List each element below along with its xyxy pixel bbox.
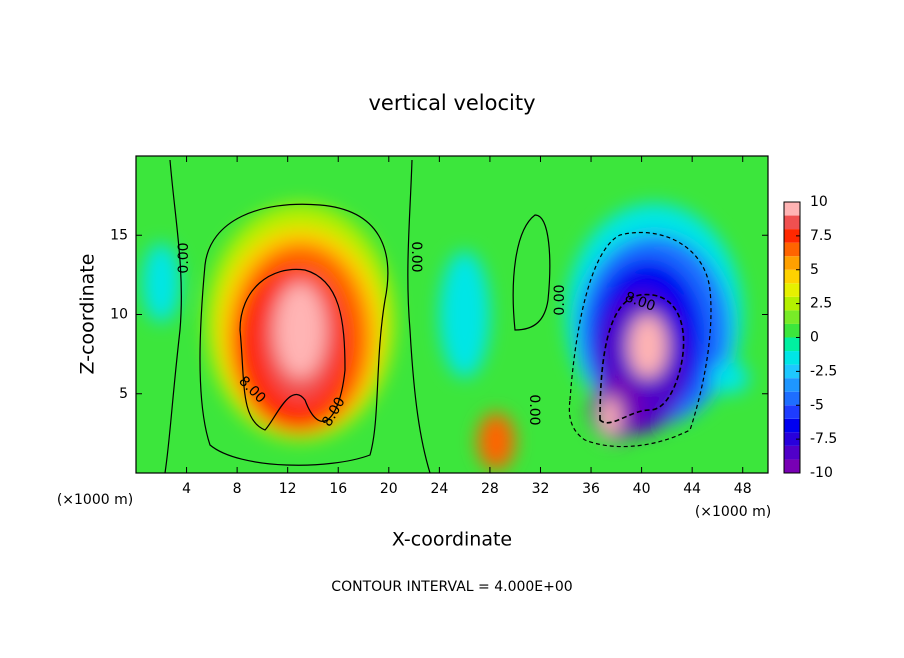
colorbar-tick-label: -2.5 (810, 363, 837, 379)
contour-label: 0.00 (526, 394, 542, 425)
colorbar-band (784, 432, 800, 446)
x-tick-label: 32 (532, 481, 550, 497)
y-tick-label: 10 (110, 307, 128, 323)
colorbar-tick-label: 2.5 (810, 296, 832, 312)
colorbar-band (784, 296, 800, 311)
field-blob (628, 314, 667, 378)
colorbar-band (784, 269, 800, 284)
x-tick-label: 16 (329, 481, 347, 497)
colorbar-band (784, 351, 800, 365)
x-tick-label: 4 (182, 481, 191, 497)
colorbar-tick-label: -7.5 (810, 431, 837, 447)
x-tick-label: 8 (233, 481, 242, 497)
y-tick-label: 5 (119, 386, 128, 402)
colorbar-tick-label: 5 (810, 262, 819, 278)
y-tick-label: 15 (110, 227, 128, 243)
footer: CONTOUR INTERVAL = 4.000E+00 (331, 579, 572, 595)
contour-field (136, 156, 768, 473)
x-tick-label: 48 (734, 481, 752, 497)
contour-label: 0.00 (176, 242, 192, 273)
colorbar-band (784, 391, 800, 406)
field-blob (142, 243, 181, 323)
field-blob (599, 396, 621, 439)
x-tick-label: 36 (582, 481, 600, 497)
colorbar-band (784, 323, 800, 338)
x-tick-label: 12 (279, 481, 297, 497)
colorbar-tick-label: -10 (810, 465, 833, 481)
field-blobs (142, 203, 750, 470)
colorbar-band (784, 283, 800, 297)
colorbar-band (784, 310, 800, 324)
x-tick-label: 44 (683, 481, 701, 497)
colorbar-band (784, 405, 800, 419)
colorbar-band (784, 256, 800, 270)
colorbar-band (784, 459, 800, 473)
field-blob (477, 412, 516, 470)
colorbar-band (784, 445, 800, 460)
chart-title: vertical velocity (368, 91, 535, 115)
x-unit-label: (×1000 m) (695, 504, 771, 520)
colorbar-tick-label: 7.5 (810, 228, 832, 244)
colorbar-band (784, 418, 800, 433)
x-tick-label: 24 (430, 481, 448, 497)
colorbar-band (784, 215, 800, 230)
x-axis-label: X-coordinate (392, 529, 512, 551)
field-blob (439, 251, 490, 378)
field-blob (711, 362, 750, 394)
x-tick-label: 20 (380, 481, 398, 497)
colorbar-tick-label: 10 (810, 194, 828, 210)
colorbar-tick-label: -5 (810, 397, 824, 413)
contour-label: 0.00 (552, 284, 568, 315)
colorbar-band (784, 378, 800, 392)
y-unit-label: (×1000 m) (57, 492, 133, 508)
x-tick-label: 40 (633, 481, 651, 497)
colorbar-band (784, 364, 800, 379)
colorbar-band (784, 337, 800, 352)
field-blob (275, 282, 326, 378)
contour-lines (164, 159, 712, 473)
colorbar-band (784, 229, 800, 243)
colorbar-band (784, 202, 800, 216)
y-axis-label: Z-coordinate (77, 254, 99, 375)
colorbar-band (784, 242, 800, 257)
contour-label: 0.00 (408, 241, 424, 272)
x-tick-label: 28 (481, 481, 499, 497)
colorbar-tick-label: 0 (810, 330, 819, 346)
